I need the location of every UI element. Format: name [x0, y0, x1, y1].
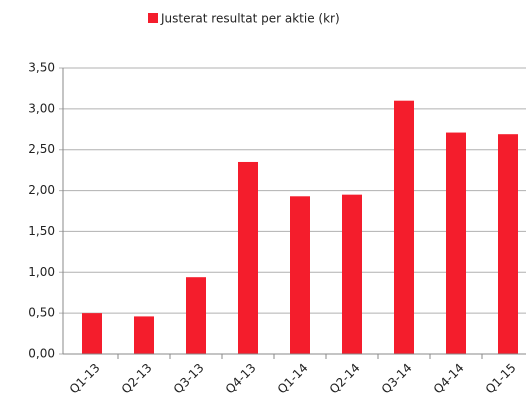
y-tick-label: 3,50 [28, 61, 55, 75]
y-tick-label: 3,00 [28, 101, 55, 115]
legend-swatch [148, 13, 158, 23]
bar [186, 277, 206, 354]
y-tick-label: 0,50 [28, 306, 55, 320]
bar [82, 313, 102, 354]
bar [446, 132, 466, 354]
y-tick-label: 0,00 [28, 347, 55, 361]
bar [290, 196, 310, 354]
x-tick-label: Q4-13 [223, 361, 259, 397]
x-tick-label: Q1-14 [275, 361, 311, 397]
bar [134, 316, 154, 354]
y-tick-label: 1,00 [28, 265, 55, 279]
bar [342, 194, 362, 354]
x-tick-label: Q3-13 [171, 361, 207, 397]
bar [394, 100, 414, 354]
y-tick-label: 2,50 [28, 142, 55, 156]
x-tick-label: Q1-15 [483, 361, 519, 397]
x-tick-label: Q2-14 [327, 361, 363, 397]
y-tick-label: 1,50 [28, 224, 55, 238]
bar [498, 134, 518, 354]
x-tick-label: Q4-14 [431, 361, 467, 397]
legend-label: Justerat resultat per aktie (kr) [160, 12, 340, 26]
x-tick-label: Q2-13 [119, 361, 155, 397]
x-tick-label: Q3-14 [379, 361, 415, 397]
x-tick-label: Q1-13 [67, 361, 103, 397]
bar [238, 161, 258, 354]
y-tick-label: 2,00 [28, 183, 55, 197]
